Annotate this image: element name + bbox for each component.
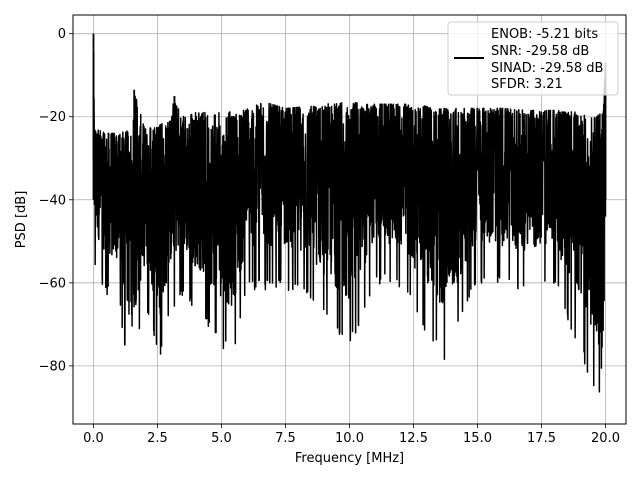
y-axis-ticks: 0 −20 −40 −60 −80: [39, 27, 73, 374]
x-tick-label: 15.0: [463, 431, 492, 446]
legend-snr: SNR: -29.58 dB: [491, 44, 589, 59]
x-tick-label: 5.0: [211, 431, 232, 446]
x-axis-label: Frequency [MHz]: [295, 451, 404, 466]
legend-box: [447, 21, 619, 96]
x-tick-label: 12.5: [399, 431, 428, 446]
y-tick-label: 0: [58, 27, 66, 42]
y-tick-label: −20: [39, 110, 66, 125]
x-tick-label: 10.0: [335, 431, 364, 446]
y-tick-label: −80: [39, 359, 66, 374]
x-tick-label: 17.5: [527, 431, 556, 446]
y-axis-label: PSD [dB]: [14, 191, 29, 249]
legend-sfdr: SFDR: 3.21: [491, 77, 563, 92]
legend-sinad: SINAD: -29.58 dB: [491, 61, 603, 76]
x-tick-label: 7.5: [275, 431, 296, 446]
y-tick-label: −40: [39, 193, 66, 208]
x-tick-label: 20.0: [591, 431, 620, 446]
x-axis-ticks: 0.0 2.5 5.0 7.5 10.0 12.5 15.0 17.5 20.0: [83, 424, 620, 446]
y-tick-label: −60: [39, 276, 66, 291]
psd-line: [92, 51, 607, 393]
x-tick-label: 0.0: [83, 431, 104, 446]
legend-enob: ENOB: -5.21 bits: [491, 27, 598, 42]
x-tick-label: 2.5: [147, 431, 168, 446]
legend: ENOB: -5.21 bits SNR: -29.58 dB SINAD: -…: [447, 21, 619, 96]
